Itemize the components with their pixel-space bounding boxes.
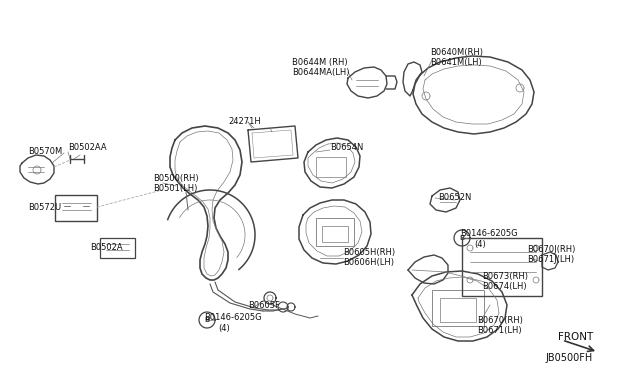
Text: B0605H(RH): B0605H(RH) [343, 247, 395, 257]
Text: B0673(RH): B0673(RH) [482, 272, 528, 280]
Text: FRONT: FRONT [558, 332, 593, 342]
Text: B0500(RH): B0500(RH) [153, 173, 198, 183]
Text: 24271H: 24271H [228, 116, 260, 125]
Text: B0671(LH): B0671(LH) [477, 326, 522, 334]
Text: B0674(LH): B0674(LH) [482, 282, 527, 291]
Text: B0572U: B0572U [28, 203, 61, 212]
Text: B: B [460, 235, 465, 241]
Text: B0670(RH): B0670(RH) [477, 315, 523, 324]
Text: B0644M (RH): B0644M (RH) [292, 58, 348, 67]
Text: B0654N: B0654N [330, 142, 364, 151]
Text: B0641M(LH): B0641M(LH) [430, 58, 482, 67]
Text: (4): (4) [218, 324, 230, 333]
Text: B0501(LH): B0501(LH) [153, 183, 197, 192]
Text: B0640M(RH): B0640M(RH) [430, 48, 483, 57]
Text: B0570M: B0570M [28, 148, 62, 157]
Text: B0652N: B0652N [438, 193, 472, 202]
Text: (4): (4) [474, 240, 486, 248]
Text: B0670J(RH): B0670J(RH) [527, 246, 575, 254]
Text: B0502AA: B0502AA [68, 142, 107, 151]
Text: JB0500FH: JB0500FH [545, 353, 592, 363]
Text: B0606H(LH): B0606H(LH) [343, 257, 394, 266]
Text: B: B [204, 317, 210, 323]
Text: B0502A: B0502A [90, 243, 123, 251]
Text: B0146-6205G: B0146-6205G [460, 230, 518, 238]
Text: B0644MA(LH): B0644MA(LH) [292, 67, 349, 77]
Text: B0605F: B0605F [248, 301, 280, 310]
Text: B0146-6205G: B0146-6205G [204, 314, 262, 323]
Text: B0671J(LH): B0671J(LH) [527, 256, 574, 264]
